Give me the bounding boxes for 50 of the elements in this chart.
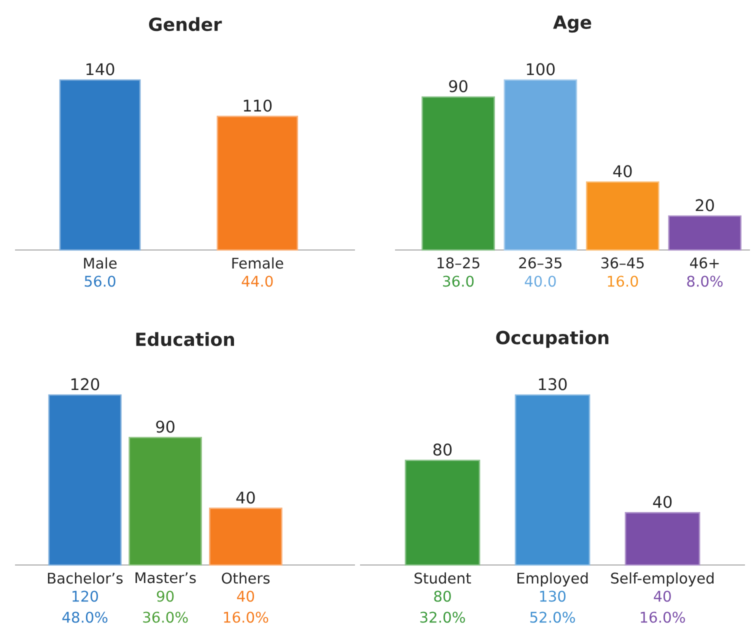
text: 36.0 bbox=[443, 276, 474, 287]
x-tick-label: Self-employed bbox=[611, 572, 714, 587]
text: 8.0% bbox=[687, 276, 723, 287]
x-tick-label: Male bbox=[84, 257, 117, 269]
x-tick-label: 26–35 bbox=[519, 257, 562, 268]
chart-title: Education bbox=[136, 332, 234, 346]
annotation: 80 bbox=[433, 444, 452, 456]
bar bbox=[586, 181, 660, 251]
data-label: 100 bbox=[526, 63, 555, 76]
bar bbox=[668, 215, 742, 251]
x-tick-label: Bachelor’s bbox=[48, 572, 123, 584]
text: 16.0% bbox=[224, 612, 268, 623]
annotation: 40 bbox=[653, 496, 672, 508]
data-label: 120 bbox=[72, 590, 98, 602]
data-label: 110 bbox=[244, 100, 272, 112]
annotation: 40 bbox=[236, 492, 255, 504]
data-label: 90 bbox=[449, 80, 468, 92]
bar bbox=[422, 96, 495, 251]
x-tick-label: 46+ bbox=[690, 257, 719, 268]
text: 130 bbox=[538, 378, 567, 390]
text: 40.0 bbox=[524, 276, 556, 287]
chart-title: Occupation bbox=[496, 330, 608, 348]
text: 36.0% bbox=[143, 612, 188, 623]
data-label: 40 bbox=[613, 165, 632, 178]
text: 48.0% bbox=[62, 612, 108, 623]
text: 44.0 bbox=[242, 276, 273, 287]
data-label: 40 bbox=[237, 590, 254, 602]
data-label: 80 bbox=[434, 590, 451, 602]
x-tick-label: Employed bbox=[517, 572, 588, 587]
data-label: 90 bbox=[156, 590, 174, 602]
chart-title: Age bbox=[553, 16, 592, 33]
x-tick-label: Student bbox=[414, 572, 472, 584]
text: 16.0 bbox=[608, 276, 638, 287]
data-label: 20 bbox=[696, 199, 714, 212]
text: 16.0% bbox=[640, 612, 685, 623]
x-tick-label: 18–25 bbox=[438, 257, 480, 268]
chart-title: Gender bbox=[149, 17, 222, 32]
data-label: 130 bbox=[540, 590, 566, 602]
data-label: 140 bbox=[86, 63, 114, 76]
bar bbox=[504, 79, 578, 251]
annotation: 90 bbox=[156, 420, 174, 433]
x-tick-label: Female bbox=[232, 257, 284, 269]
x-tick-label: Master’s bbox=[136, 572, 196, 584]
text: 56.0 bbox=[84, 276, 116, 287]
x-tick-label: 36–45 bbox=[601, 257, 644, 268]
data-label: 40 bbox=[654, 590, 671, 602]
text: 120 bbox=[71, 378, 100, 390]
text: 52.0% bbox=[530, 612, 575, 623]
text: 32.0% bbox=[420, 612, 465, 623]
x-tick-label: Others bbox=[222, 572, 270, 584]
